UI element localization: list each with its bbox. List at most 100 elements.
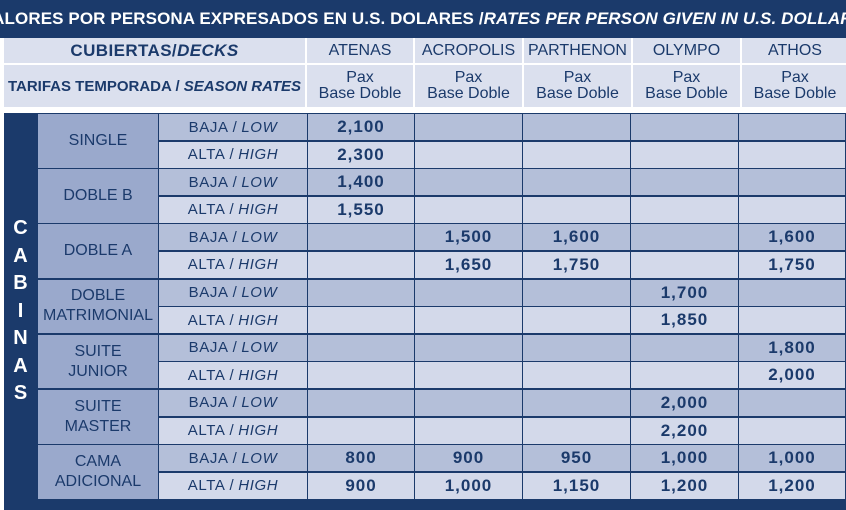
ship-header: ATENAS	[307, 38, 413, 63]
rate-cell	[631, 251, 738, 278]
cabin-type: SINGLE	[38, 114, 158, 168]
rate-cell	[523, 169, 630, 196]
rate-cell	[739, 169, 845, 196]
season-separator: /	[229, 201, 235, 219]
season-label-es: BAJA	[188, 449, 229, 467]
rate-cell	[415, 389, 522, 416]
season-label-en: HIGH	[238, 477, 279, 495]
rates-grid: SINGLE BAJA / LOW 2,100 ALTA / HIGH 2,300 DOBLE B…	[38, 114, 845, 499]
pax-line2: Base Doble	[427, 85, 510, 102]
season-label-es: ALTA	[187, 201, 226, 219]
rate-cell	[308, 362, 414, 389]
cabin-type: SUITE JUNIOR	[38, 334, 158, 389]
rate-cell	[739, 196, 845, 223]
season-separator: /	[229, 366, 235, 384]
decks-label-en: DECKS	[177, 40, 239, 60]
rate-cell	[523, 141, 630, 168]
pax-line1: Pax	[672, 69, 701, 86]
rate-cell	[308, 417, 414, 444]
rate-cell: 1,550	[308, 196, 414, 223]
rate-cell	[523, 279, 630, 306]
season-label-en: LOW	[241, 394, 278, 412]
season-label-en: LOW	[241, 118, 278, 136]
season-label-es: ALTA	[187, 477, 226, 495]
rate-cell: 1,150	[523, 472, 630, 499]
side-letter: S	[13, 382, 28, 405]
rate-cell	[415, 417, 522, 444]
rate-cell: 800	[308, 445, 414, 472]
season-label: ALTA / HIGH	[159, 307, 307, 334]
season-rates-label: TARIFAS TEMPORADA / SEASON RATES	[4, 65, 305, 107]
season-separator: /	[232, 394, 238, 412]
rate-cell: 1,200	[631, 472, 738, 499]
rate-cell	[308, 389, 414, 416]
rate-cell: 1,600	[523, 224, 630, 251]
pax-line1: Pax	[781, 69, 809, 86]
rate-cell	[308, 279, 414, 306]
side-letter: C	[13, 217, 28, 240]
season-separator: /	[229, 256, 235, 274]
rate-cell	[631, 224, 738, 251]
season-label: ALTA / HIGH	[159, 196, 307, 223]
season-label: ALTA / HIGH	[159, 251, 307, 278]
rate-cell: 1,800	[739, 334, 845, 361]
season-label: BAJA / LOW	[159, 279, 307, 306]
ship-header: ACROPOLIS	[415, 38, 522, 63]
season-label-es: BAJA	[188, 339, 229, 357]
season-separator: /	[232, 173, 238, 191]
rate-cell	[415, 334, 522, 361]
rate-cell	[415, 169, 522, 196]
title-banner: (VALORES POR PERSONA EXPRESADOS EN U.S. …	[0, 0, 846, 38]
rate-cell	[631, 334, 738, 361]
side-letter: B	[13, 272, 28, 295]
header-gap	[0, 107, 846, 113]
rate-cell: 1,000	[739, 445, 845, 472]
rate-cell: 950	[523, 445, 630, 472]
season-label-en: HIGH	[238, 201, 279, 219]
rate-cell: 1,600	[739, 224, 845, 251]
rate-cell: 1,400	[308, 169, 414, 196]
side-letter: A	[13, 354, 28, 377]
ship-header: PARTHENON	[524, 38, 631, 63]
season-rates-label-en: SEASON RATES	[183, 77, 302, 95]
rate-cell: 1,000	[415, 472, 522, 499]
rate-cell	[415, 114, 522, 140]
rate-cell	[739, 141, 845, 168]
rate-cell: 1,500	[415, 224, 522, 251]
season-label: ALTA / HIGH	[159, 417, 307, 444]
season-label-en: LOW	[241, 228, 278, 246]
season-label-en: HIGH	[238, 256, 279, 274]
rate-cell: 900	[308, 472, 414, 499]
rate-cell	[415, 362, 522, 389]
rate-cell: 1,200	[739, 472, 845, 499]
rate-cell: 900	[415, 445, 522, 472]
rate-cell: 1,650	[415, 251, 522, 278]
rate-cell	[523, 417, 630, 444]
pax-line1: Pax	[454, 69, 483, 86]
rate-cell: 1,000	[631, 445, 738, 472]
season-label: ALTA / HIGH	[159, 472, 307, 499]
rate-cell	[308, 334, 414, 361]
rate-cell: 1,700	[631, 279, 738, 306]
season-label-es: ALTA	[187, 146, 226, 164]
ship-header: ATHOS	[742, 38, 846, 63]
rate-cell	[631, 141, 738, 168]
rate-cell	[739, 389, 845, 416]
rate-cell	[308, 307, 414, 334]
pax-base-header: Pax Base Doble	[742, 65, 846, 107]
rate-cell: 2,100	[308, 114, 414, 140]
season-label-es: ALTA	[187, 256, 226, 274]
rate-cell	[631, 196, 738, 223]
season-separator: /	[232, 339, 238, 357]
rate-cell: 1,850	[631, 307, 738, 334]
season-separator: /	[229, 146, 235, 164]
season-label-es: BAJA	[188, 173, 229, 191]
season-label-es: ALTA	[187, 422, 226, 440]
season-label-en: HIGH	[238, 366, 279, 384]
rate-cell	[523, 196, 630, 223]
season-label-es: BAJA	[188, 118, 229, 136]
season-label: BAJA / LOW	[159, 389, 307, 416]
cabin-type: DOBLE B	[38, 169, 158, 223]
rate-cell	[523, 334, 630, 361]
pax-line2: Base Doble	[753, 85, 837, 102]
